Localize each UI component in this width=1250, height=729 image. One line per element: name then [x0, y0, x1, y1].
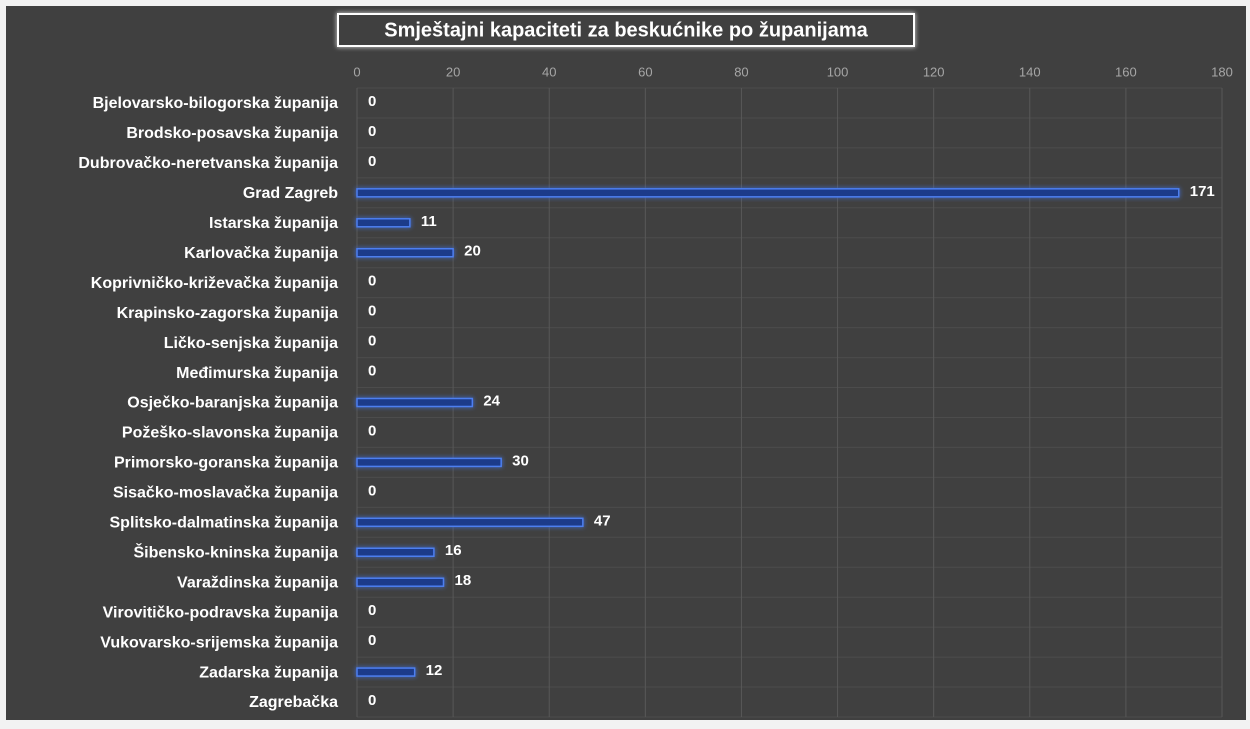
y-tick-label: Istarska županija [209, 215, 338, 232]
bar [356, 188, 1180, 198]
y-tick-label: Virovitičko-podravska županija [103, 604, 338, 621]
data-label: 171 [1190, 183, 1215, 200]
y-tick-label: Bjelovarsko-bilogorska županija [93, 95, 339, 112]
bar [356, 247, 454, 258]
data-label: 0 [368, 363, 376, 380]
x-tick-label: 160 [1115, 64, 1137, 79]
y-tick-label: Zadarska županija [199, 664, 338, 681]
data-label: 0 [368, 153, 376, 170]
bar [356, 457, 502, 468]
x-tick-label: 80 [734, 64, 748, 79]
data-label: 0 [368, 422, 376, 439]
data-label: 0 [368, 692, 376, 709]
y-tick-label: Vukovarsko-srijemska županija [100, 634, 338, 651]
data-label: 16 [445, 542, 462, 559]
y-tick-label: Krapinsko-zagorska županija [117, 305, 338, 322]
x-tick-label: 120 [923, 64, 945, 79]
title-box [337, 13, 915, 47]
data-label: 24 [483, 392, 500, 409]
data-label: 20 [464, 243, 481, 260]
data-label: 11 [421, 213, 437, 230]
y-tick-label: Karlovačka županija [184, 245, 338, 262]
x-tick-label: 180 [1211, 64, 1233, 79]
x-tick-label: 100 [827, 64, 849, 79]
data-label: 12 [426, 662, 443, 679]
y-tick-label: Osječko-baranjska županija [127, 395, 338, 412]
data-label: 18 [455, 572, 472, 589]
y-tick-label: Sisačko-moslavačka županija [113, 485, 338, 502]
y-tick-label: Varaždinska županija [177, 574, 338, 591]
data-label: 30 [512, 452, 529, 469]
data-label: 0 [368, 123, 376, 140]
data-label: 47 [594, 512, 611, 529]
data-label: 0 [368, 93, 376, 110]
bar [356, 218, 411, 228]
y-tick-label: Koprivničko-križevačka županija [91, 275, 338, 292]
y-tick-label: Požeško-slavonska županija [122, 425, 338, 442]
data-label: 0 [368, 482, 376, 499]
x-tick-label: 40 [542, 64, 556, 79]
data-label: 0 [368, 273, 376, 290]
chart-background [6, 6, 1246, 720]
y-tick-label: Ličko-senjska županija [164, 335, 338, 352]
data-label: 0 [368, 303, 376, 320]
y-tick-label: Splitsko-dalmatinska županija [110, 515, 339, 532]
bar [356, 397, 474, 408]
y-tick-label: Međimurska županija [176, 365, 338, 382]
bar [356, 667, 416, 677]
data-label: 0 [368, 602, 376, 619]
y-tick-label: Grad Zagreb [243, 185, 338, 202]
x-tick-label: 0 [353, 64, 360, 79]
y-tick-label: Dubrovačko-neretvanska županija [78, 155, 338, 172]
x-tick-label: 60 [638, 64, 652, 79]
y-tick-label: Primorsko-goranska županija [114, 455, 338, 472]
bar [356, 577, 445, 587]
data-label: 0 [368, 333, 376, 350]
bar [356, 547, 435, 558]
x-tick-label: 20 [446, 64, 460, 79]
x-tick-label: 140 [1019, 64, 1041, 79]
y-tick-label: Brodsko-posavska županija [126, 125, 338, 142]
chart-title: Smještajni kapaciteti za beskućnike po ž… [384, 19, 868, 41]
y-tick-label: Zagrebačka [249, 694, 338, 711]
y-tick-label: Šibensko-kninska županija [134, 542, 339, 561]
bar [356, 517, 584, 528]
data-label: 0 [368, 632, 376, 649]
